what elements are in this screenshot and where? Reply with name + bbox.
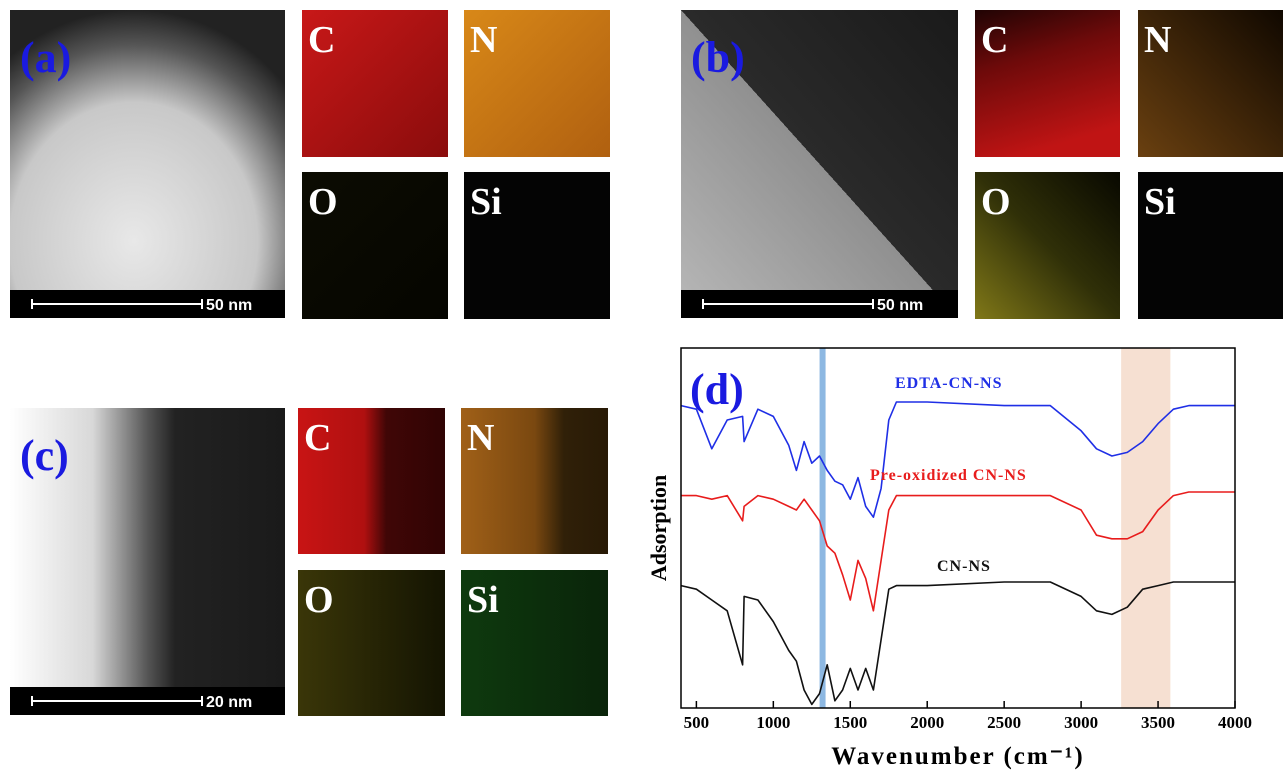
x-tick-label: 1500 — [833, 713, 867, 732]
panel-label: (a) — [20, 33, 71, 82]
series-label: CN-NS — [937, 558, 991, 575]
panel-label: (c) — [20, 431, 69, 480]
x-tick-label: 2500 — [987, 713, 1021, 732]
element-label: N — [467, 417, 494, 459]
panel-label: (d) — [690, 365, 744, 414]
y-axis-title: Adsorption — [646, 475, 671, 581]
element-label: Si — [1144, 181, 1176, 223]
element-label: N — [1144, 19, 1171, 61]
x-tick-label: 2000 — [910, 713, 944, 732]
element-label: Si — [467, 579, 499, 621]
scale-label: 50 nm — [877, 297, 923, 314]
page: 50 nm (a) C N O Si 50 nm (b) C N O Si 20 nm (c) C N O Si E… — [0, 0, 1283, 778]
figure: 50 nm (a) C N O Si 50 nm (b) C N O Si 20 nm (c) C N O Si E… — [0, 0, 1283, 778]
scale-label: 20 nm — [206, 694, 252, 711]
x-tick-label: 3000 — [1064, 713, 1098, 732]
element-label: O — [981, 181, 1011, 223]
x-axis-title: Wavenumber (cm⁻¹) — [831, 743, 1085, 770]
x-tick-label: 500 — [684, 713, 710, 732]
element-label: C — [308, 19, 335, 61]
element-label: O — [308, 181, 338, 223]
series-label: Pre-oxidized CN-NS — [870, 467, 1027, 484]
element-label: N — [470, 19, 497, 61]
x-tick-label: 4000 — [1218, 713, 1252, 732]
x-tick-label: 1000 — [756, 713, 790, 732]
scale-label: 50 nm — [206, 297, 252, 314]
element-label: C — [304, 417, 331, 459]
panel-label: (b) — [691, 33, 745, 82]
element-label: C — [981, 19, 1008, 61]
element-label: Si — [470, 181, 502, 223]
element-label: O — [304, 579, 334, 621]
x-tick-label: 3500 — [1141, 713, 1175, 732]
series-label: EDTA-CN-NS — [895, 375, 1002, 392]
